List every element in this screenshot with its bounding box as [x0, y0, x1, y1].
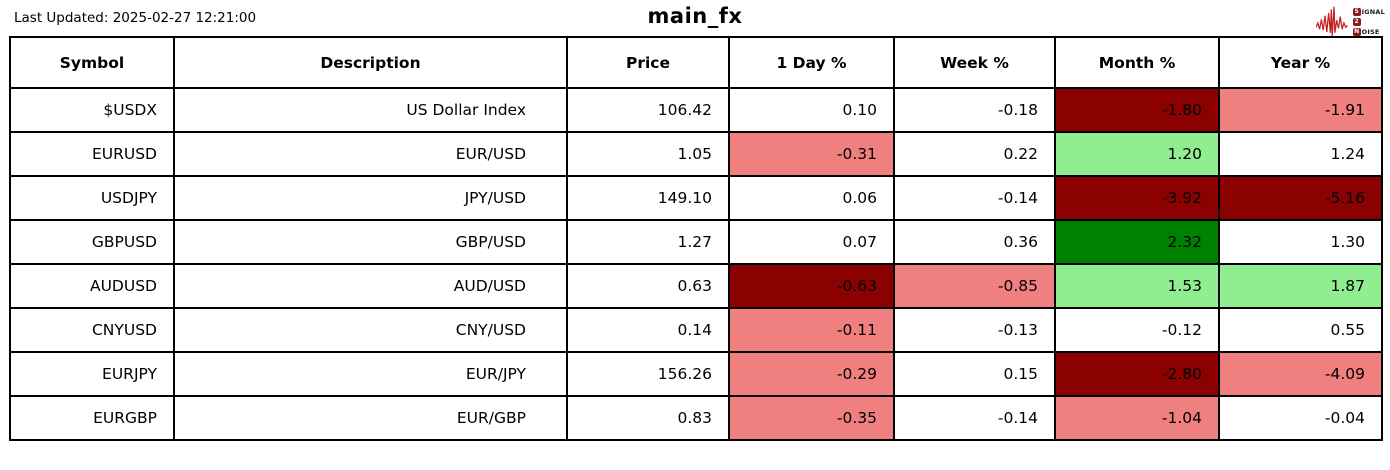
- cell-year: -4.09: [1218, 351, 1383, 397]
- cell-description: GBP/USD: [173, 219, 568, 265]
- cell-year: -5.16: [1218, 175, 1383, 221]
- cell-year: 0.55: [1218, 307, 1383, 353]
- cell-1day: -0.29: [728, 351, 895, 397]
- cell-symbol: $USDX: [9, 87, 175, 133]
- column-header-month: Month %: [1054, 36, 1220, 89]
- cell-description: US Dollar Index: [173, 87, 568, 133]
- cell-description: EUR/JPY: [173, 351, 568, 397]
- header-row: Symbol Description Price 1 Day % Week % …: [9, 36, 1383, 89]
- logo-letter-2: 2: [1352, 18, 1361, 26]
- cell-year: -0.04: [1218, 395, 1383, 441]
- last-updated-text: Last Updated: 2025-02-27 12:21:00: [14, 10, 257, 26]
- cell-week: 0.22: [893, 131, 1056, 177]
- cell-month: 1.20: [1054, 131, 1220, 177]
- table-row: AUDUSD AUD/USD 0.63 -0.63 -0.85 1.53 1.8…: [9, 263, 1383, 309]
- cell-1day: 0.07: [728, 219, 895, 265]
- cell-symbol: AUDUSD: [9, 263, 175, 309]
- cell-price: 1.27: [566, 219, 730, 265]
- table-row: EURUSD EUR/USD 1.05 -0.31 0.22 1.20 1.24: [9, 131, 1383, 177]
- column-header-price: Price: [566, 36, 730, 89]
- cell-week: -0.85: [893, 263, 1056, 309]
- cell-symbol: EURUSD: [9, 131, 175, 177]
- cell-price: 0.83: [566, 395, 730, 441]
- page-title: main_fx: [647, 4, 743, 28]
- cell-description: AUD/USD: [173, 263, 568, 309]
- cell-symbol: GBPUSD: [9, 219, 175, 265]
- cell-year: 1.87: [1218, 263, 1383, 309]
- cell-month: -0.12: [1054, 307, 1220, 353]
- table-row: GBPUSD GBP/USD 1.27 0.07 0.36 2.32 1.30: [9, 219, 1383, 265]
- cell-symbol: USDJPY: [9, 175, 175, 221]
- cell-month: 2.32: [1054, 219, 1220, 265]
- cell-week: -0.14: [893, 175, 1056, 221]
- cell-month: -3.92: [1054, 175, 1220, 221]
- signal2noise-logo: S IGNAL 2 N OISE: [1315, 2, 1385, 42]
- cell-1day: -0.63: [728, 263, 895, 309]
- logo-text: S IGNAL 2 N OISE: [1352, 7, 1385, 37]
- cell-1day: 0.06: [728, 175, 895, 221]
- logo-letter-n: N: [1352, 28, 1361, 36]
- table-row: EURJPY EUR/JPY 156.26 -0.29 0.15 -2.80 -…: [9, 351, 1383, 397]
- column-header-week: Week %: [893, 36, 1056, 89]
- cell-year: 1.24: [1218, 131, 1383, 177]
- cell-month: -1.04: [1054, 395, 1220, 441]
- logo-letter-s: S: [1352, 8, 1361, 16]
- cell-year: -1.91: [1218, 87, 1383, 133]
- column-header-description: Description: [173, 36, 568, 89]
- cell-description: EUR/USD: [173, 131, 568, 177]
- cell-month: -1.80: [1054, 87, 1220, 133]
- cell-price: 156.26: [566, 351, 730, 397]
- cell-symbol: EURJPY: [9, 351, 175, 397]
- cell-month: 1.53: [1054, 263, 1220, 309]
- logo-line-two: 2: [1352, 18, 1385, 27]
- column-header-1day: 1 Day %: [728, 36, 895, 89]
- cell-description: CNY/USD: [173, 307, 568, 353]
- table-row: USDJPY JPY/USD 149.10 0.06 -0.14 -3.92 -…: [9, 175, 1383, 221]
- cell-1day: -0.35: [728, 395, 895, 441]
- cell-symbol: CNYUSD: [9, 307, 175, 353]
- cell-1day: 0.10: [728, 87, 895, 133]
- cell-week: -0.13: [893, 307, 1056, 353]
- fx-table: Symbol Description Price 1 Day % Week % …: [9, 36, 1383, 441]
- cell-1day: -0.11: [728, 307, 895, 353]
- cell-year: 1.30: [1218, 219, 1383, 265]
- cell-description: EUR/GBP: [173, 395, 568, 441]
- logo-line-signal: S IGNAL: [1352, 7, 1385, 17]
- table-row: $USDX US Dollar Index 106.42 0.10 -0.18 …: [9, 87, 1383, 133]
- cell-week: 0.15: [893, 351, 1056, 397]
- logo-line-noise: N OISE: [1352, 27, 1385, 37]
- logo-text-ignal: IGNAL: [1361, 7, 1385, 16]
- cell-price: 1.05: [566, 131, 730, 177]
- cell-price: 106.42: [566, 87, 730, 133]
- logo-text-oise: OISE: [1361, 27, 1380, 36]
- cell-week: -0.14: [893, 395, 1056, 441]
- cell-description: JPY/USD: [173, 175, 568, 221]
- cell-price: 0.63: [566, 263, 730, 309]
- cell-1day: -0.31: [728, 131, 895, 177]
- cell-price: 0.14: [566, 307, 730, 353]
- cell-week: -0.18: [893, 87, 1056, 133]
- cell-symbol: EURGBP: [9, 395, 175, 441]
- table-row: CNYUSD CNY/USD 0.14 -0.11 -0.13 -0.12 0.…: [9, 307, 1383, 353]
- top-bar: Last Updated: 2025-02-27 12:21:00 main_f…: [0, 0, 1390, 37]
- cell-week: 0.36: [893, 219, 1056, 265]
- waveform-icon: [1315, 6, 1348, 37]
- cell-month: -2.80: [1054, 351, 1220, 397]
- table-row: EURGBP EUR/GBP 0.83 -0.35 -0.14 -1.04 -0…: [9, 395, 1383, 441]
- column-header-year: Year %: [1218, 36, 1383, 89]
- column-header-symbol: Symbol: [9, 36, 175, 89]
- cell-price: 149.10: [566, 175, 730, 221]
